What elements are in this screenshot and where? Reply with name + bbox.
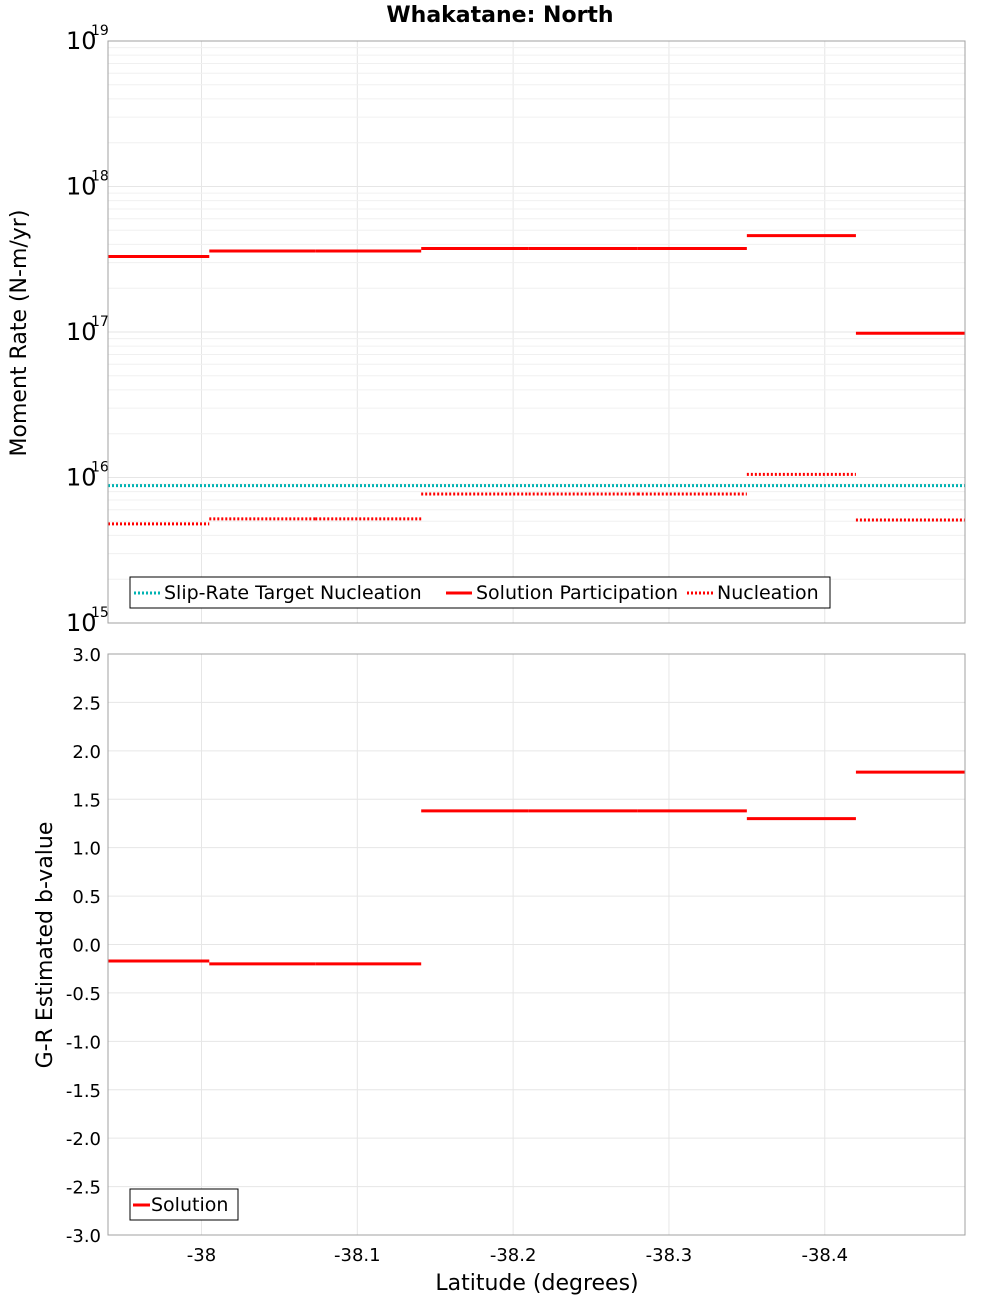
bottom-y-tick-label: -1.0 [66, 1032, 101, 1053]
top-y-axis-label: Moment Rate (N-m/yr) [7, 210, 32, 457]
b-value-panel: -38 -38.1 -38.2 -38.3 -38.4 3.0 2.5 2.0 1.5 1.0 0.… [66, 645, 966, 1266]
x-tick-label: -38.3 [646, 1245, 693, 1266]
top-y-tick-label: 10 [66, 27, 97, 55]
bottom-plot-frame [107, 653, 966, 1236]
bottom-y-tick-label: 1.0 [72, 839, 101, 860]
x-tick-label: -38.4 [801, 1245, 848, 1266]
top-y-tick-label: 10 [66, 464, 97, 492]
top-legend-box [129, 576, 831, 609]
top-legend-label: Solution Participation [476, 582, 678, 604]
bottom-legend-label: Solution [151, 1194, 228, 1216]
bottom-y-axis-label: G-R Estimated b-value [33, 822, 58, 1069]
bottom-y-tick-label: 1.5 [72, 790, 101, 811]
top-legend: Slip-Rate Target Nucleation Solution Part… [129, 576, 831, 609]
top-y-tick-label: 10 [66, 609, 97, 637]
x-tick-label: -38.1 [334, 1245, 381, 1266]
bottom-y-tick-label: 0.0 [72, 936, 101, 957]
top-y-tick-label: 10 [66, 173, 97, 201]
x-tick-label: -38.2 [490, 1245, 537, 1266]
top-y-tick-label: 10 [66, 318, 97, 346]
bottom-legend-box [129, 1188, 239, 1221]
bottom-y-tick-label: 2.5 [72, 693, 101, 714]
bottom-y-tick-label: 3.0 [72, 645, 101, 666]
top-plot-frame [107, 40, 966, 624]
top-legend-label: Nucleation [717, 582, 819, 604]
bottom-y-tick-label: -3.0 [66, 1226, 101, 1247]
x-tick-label: -38 [187, 1245, 216, 1266]
chart-title: Whakatane: North [386, 3, 613, 28]
bottom-y-tick-label: -1.5 [66, 1081, 101, 1102]
bottom-y-tick-label: 2.0 [72, 742, 101, 763]
bottom-y-tick-label: -2.0 [66, 1129, 101, 1150]
top-y-tick-exponent: 16 [91, 460, 109, 476]
top-y-tick-exponent: 15 [91, 605, 109, 621]
bottom-legend: Solution [129, 1188, 239, 1221]
top-legend-label: Slip-Rate Target Nucleation [164, 582, 422, 604]
top-y-tick-exponent: 18 [91, 169, 109, 185]
x-axis-label: Latitude (degrees) [435, 1271, 638, 1296]
bottom-y-tick-label: 0.5 [72, 887, 101, 908]
top-y-tick-exponent: 17 [91, 314, 109, 330]
bottom-y-tick-label: -0.5 [66, 984, 101, 1005]
top-y-tick-exponent: 19 [91, 23, 109, 39]
bottom-y-tick-label: -2.5 [66, 1178, 101, 1199]
